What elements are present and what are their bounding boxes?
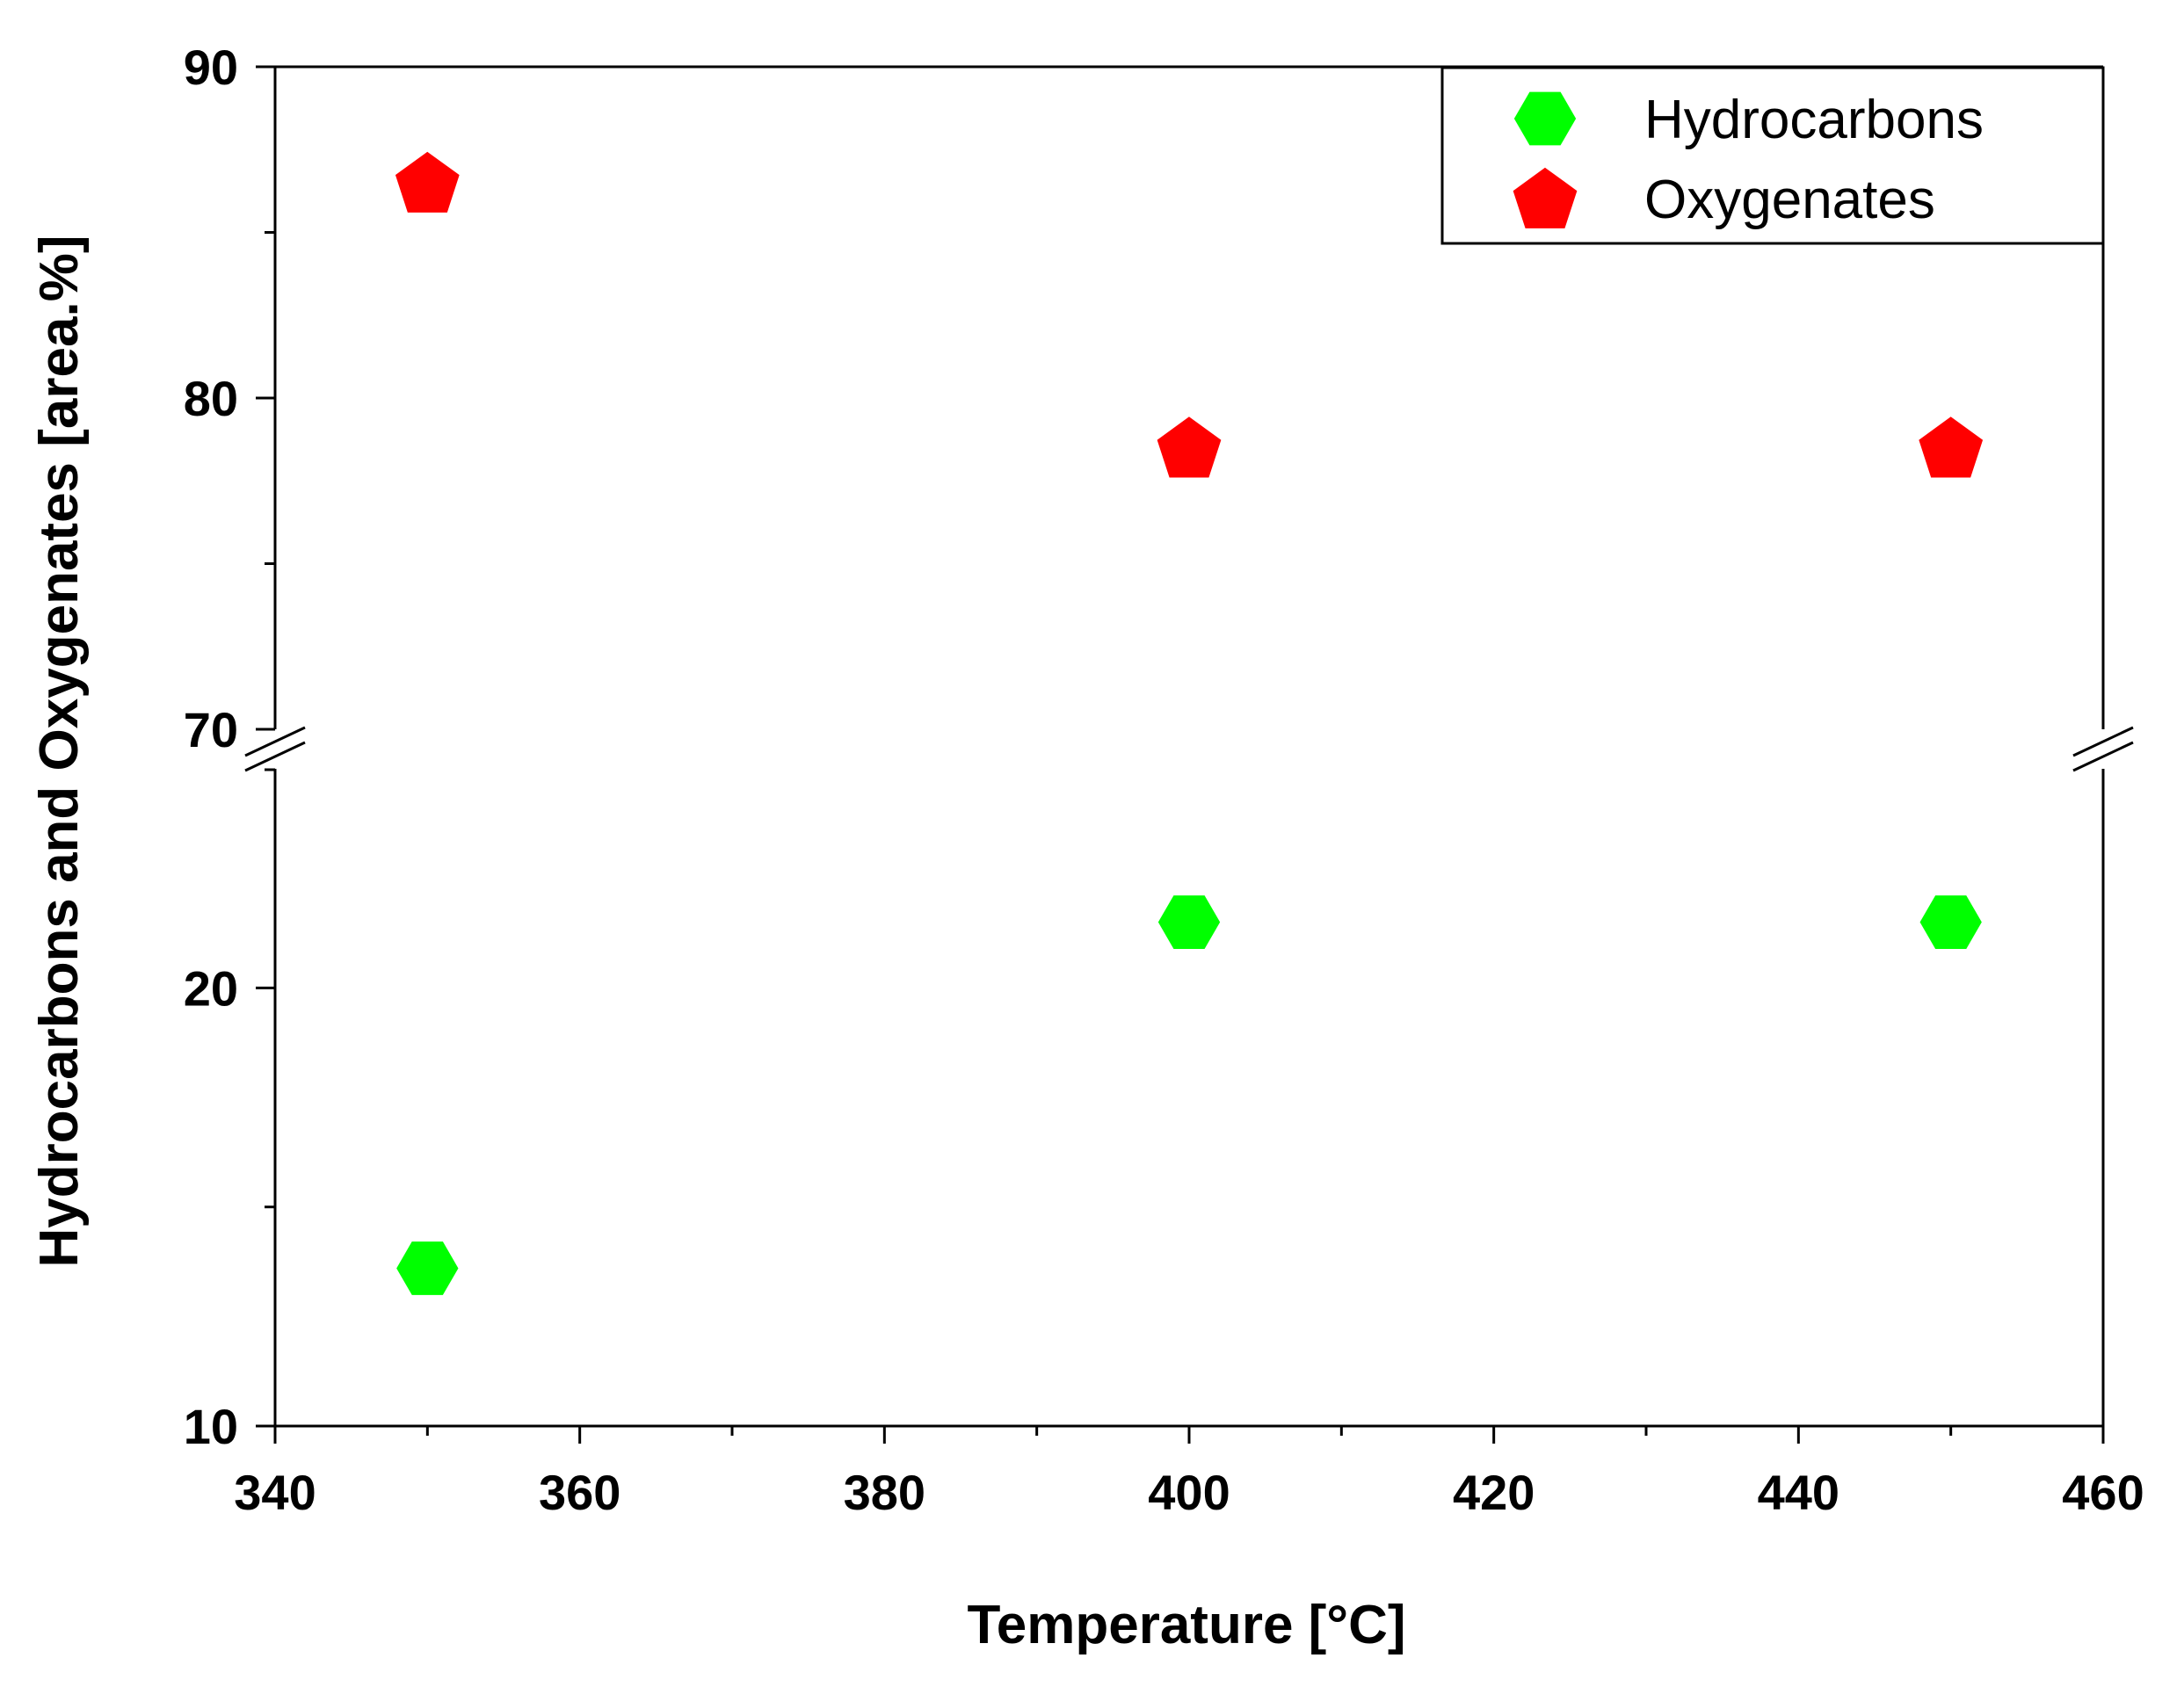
oxygenates-point	[1919, 416, 1984, 478]
axis-break-mark-left-2	[244, 741, 306, 772]
y-axis-title: Hydrocarbons and Oxygenates [area.%]	[29, 235, 90, 1268]
legend-label-hydrocarbons: Hydrocarbons	[1644, 90, 1984, 150]
hydrocarbons-point	[1157, 895, 1221, 949]
y-tick-label: 70	[184, 702, 238, 757]
axes	[244, 65, 2134, 1444]
legend: Hydrocarbons Oxygenates	[1440, 66, 2105, 245]
x-tick-label: 440	[1758, 1465, 1839, 1520]
oxygenates-point	[395, 151, 460, 213]
y-tick-label: 90	[184, 40, 238, 95]
legend-marker-oxygenates	[1513, 167, 1578, 228]
hydrocarbons-point	[1919, 895, 1982, 949]
y-tick-label: 80	[184, 371, 238, 426]
y-tick-label: 20	[184, 960, 238, 1016]
tick-labels: 340 360 380 400 420 440 460 10 20 70 80 90	[184, 40, 2144, 1520]
axis-break-mark-right-1	[2072, 726, 2134, 757]
legend-label-oxygenates: Oxygenates	[1644, 170, 1935, 230]
x-tick-label: 340	[234, 1465, 316, 1520]
axis-break-mark-right-2	[2072, 741, 2134, 772]
data-points	[395, 151, 1984, 1295]
legend-marker-hydrocarbons	[1513, 91, 1577, 146]
x-tick-label: 400	[1148, 1465, 1230, 1520]
x-tick-label: 360	[539, 1465, 620, 1520]
x-tick-label: 380	[844, 1465, 925, 1520]
x-axis-title: Temperature [°C]	[967, 1595, 1405, 1655]
oxygenates-point	[1157, 416, 1222, 478]
x-tick-label: 420	[1453, 1465, 1535, 1520]
axis-break-mark-left-1	[244, 726, 306, 757]
y-tick-label: 10	[184, 1399, 238, 1454]
x-tick-label: 460	[2062, 1465, 2144, 1520]
hydrocarbons-point	[396, 1242, 459, 1295]
